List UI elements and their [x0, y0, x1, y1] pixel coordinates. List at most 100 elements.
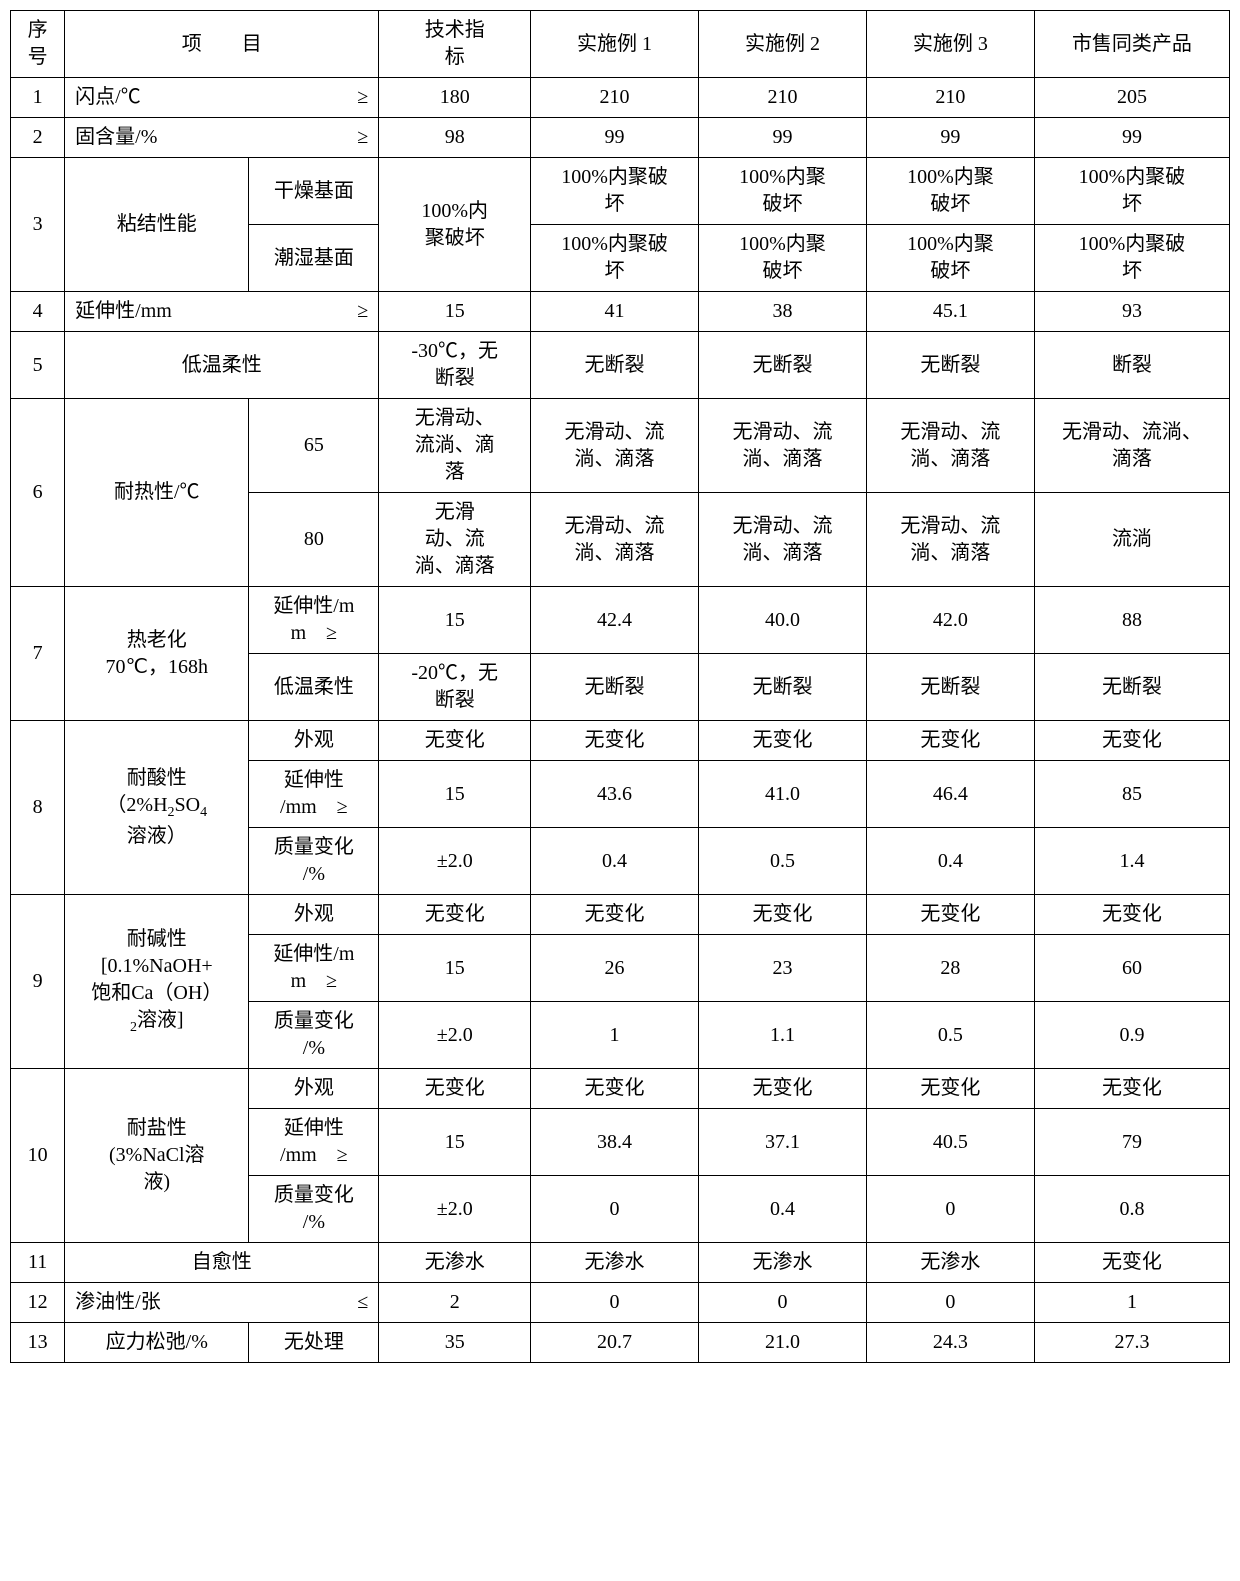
cell-market: 93 [1034, 292, 1229, 332]
cell-ex2: 无断裂 [699, 332, 867, 399]
cell-ex3: 无断裂 [866, 654, 1034, 721]
cell-spec: 无变化 [379, 721, 531, 761]
col-ex1: 实施例 1 [531, 11, 699, 78]
col-spec: 技术指标 [379, 11, 531, 78]
cell-ex3: 99 [866, 118, 1034, 158]
cell-ex3: 0.5 [866, 1002, 1034, 1069]
cell-item: 渗油性/张≤ [65, 1283, 379, 1323]
item-op: ≥ [357, 298, 368, 325]
cell-market: 85 [1034, 761, 1229, 828]
table-row: 12 渗油性/张≤ 2 0 0 0 1 [11, 1283, 1230, 1323]
cell-item: 低温柔性 [65, 332, 379, 399]
col-item: 项 目 [65, 11, 379, 78]
cell-spec: 100%内聚破坏 [379, 158, 531, 292]
cell-spec: -20℃，无断裂 [379, 654, 531, 721]
cell-sub: 延伸性/mm ≥ [249, 935, 379, 1002]
cell-sub: 80 [249, 493, 379, 587]
cell-sub: 延伸性/mm ≥ [249, 761, 379, 828]
cell-seq: 12 [11, 1283, 65, 1323]
cell-sub: 延伸性/mm ≥ [249, 1109, 379, 1176]
cell-market: 79 [1034, 1109, 1229, 1176]
table-row: 3 粘结性能 干燥基面 100%内聚破坏 100%内聚破坏 100%内聚破坏 1… [11, 158, 1230, 225]
cell-seq: 5 [11, 332, 65, 399]
cell-ex1: 无变化 [531, 1069, 699, 1109]
cell-sub: 质量变化/% [249, 828, 379, 895]
cell-ex2: 21.0 [699, 1323, 867, 1363]
cell-market: 205 [1034, 78, 1229, 118]
cell-ex1: 无滑动、流淌、滴落 [531, 399, 699, 493]
cell-market: 100%内聚破坏 [1034, 225, 1229, 292]
table-row: 11 自愈性 无渗水 无渗水 无渗水 无渗水 无变化 [11, 1243, 1230, 1283]
cell-seq: 13 [11, 1323, 65, 1363]
cell-ex3: 0 [866, 1176, 1034, 1243]
col-ex2: 实施例 2 [699, 11, 867, 78]
cell-ex3: 40.5 [866, 1109, 1034, 1176]
col-ex3: 实施例 3 [866, 11, 1034, 78]
cell-ex2: 41.0 [699, 761, 867, 828]
cell-market: 0.9 [1034, 1002, 1229, 1069]
cell-ex3: 无渗水 [866, 1243, 1034, 1283]
cell-seq: 8 [11, 721, 65, 895]
cell-ex3: 无滑动、流淌、滴落 [866, 399, 1034, 493]
cell-ex3: 24.3 [866, 1323, 1034, 1363]
cell-sub: 外观 [249, 721, 379, 761]
cell-ex1: 无断裂 [531, 332, 699, 399]
cell-ex3: 无滑动、流淌、滴落 [866, 493, 1034, 587]
cell-ex2: 无滑动、流淌、滴落 [699, 399, 867, 493]
cell-market: 无变化 [1034, 895, 1229, 935]
cell-market: 60 [1034, 935, 1229, 1002]
cell-spec: 无滑动、流淌、滴落 [379, 399, 531, 493]
cell-market: 27.3 [1034, 1323, 1229, 1363]
cell-sub: 外观 [249, 1069, 379, 1109]
cell-ex2: 40.0 [699, 587, 867, 654]
cell-ex2: 无变化 [699, 895, 867, 935]
cell-ex1: 99 [531, 118, 699, 158]
cell-seq: 6 [11, 399, 65, 587]
cell-ex1: 0.4 [531, 828, 699, 895]
cell-sub: 潮湿基面 [249, 225, 379, 292]
cell-ex2: 100%内聚破坏 [699, 158, 867, 225]
table-row: 13 应力松弛/% 无处理 35 20.7 21.0 24.3 27.3 [11, 1323, 1230, 1363]
cell-ex3: 0.4 [866, 828, 1034, 895]
cell-ex2: 210 [699, 78, 867, 118]
cell-ex1: 41 [531, 292, 699, 332]
cell-item: 粘结性能 [65, 158, 249, 292]
cell-market: 100%内聚破坏 [1034, 158, 1229, 225]
cell-item: 自愈性 [65, 1243, 379, 1283]
table-row: 8 耐酸性（2%H2SO4溶液） 外观 无变化 无变化 无变化 无变化 无变化 [11, 721, 1230, 761]
cell-ex1: 无渗水 [531, 1243, 699, 1283]
cell-spec: 15 [379, 935, 531, 1002]
cell-spec: ±2.0 [379, 1002, 531, 1069]
cell-spec: -30℃，无断裂 [379, 332, 531, 399]
cell-market: 无滑动、流淌、滴落 [1034, 399, 1229, 493]
cell-seq: 10 [11, 1069, 65, 1243]
cell-ex1: 26 [531, 935, 699, 1002]
cell-spec: 98 [379, 118, 531, 158]
table-row: 1 闪点/℃≥ 180 210 210 210 205 [11, 78, 1230, 118]
cell-ex1: 100%内聚破坏 [531, 225, 699, 292]
cell-market: 断裂 [1034, 332, 1229, 399]
cell-market: 0.8 [1034, 1176, 1229, 1243]
cell-spec: 15 [379, 761, 531, 828]
item-label: 延伸性/mm [75, 298, 172, 325]
cell-ex3: 100%内聚破坏 [866, 158, 1034, 225]
cell-ex2: 100%内聚破坏 [699, 225, 867, 292]
cell-spec: 无渗水 [379, 1243, 531, 1283]
cell-ex3: 无变化 [866, 721, 1034, 761]
cell-seq: 2 [11, 118, 65, 158]
cell-ex2: 0.5 [699, 828, 867, 895]
cell-sub: 低温柔性 [249, 654, 379, 721]
cell-ex3: 42.0 [866, 587, 1034, 654]
table-row: 7 热老化70℃，168h 延伸性/mm ≥ 15 42.4 40.0 42.0… [11, 587, 1230, 654]
cell-item: 延伸性/mm ≥ [65, 292, 379, 332]
cell-spec: 15 [379, 587, 531, 654]
cell-ex2: 无断裂 [699, 654, 867, 721]
cell-item: 固含量/%≥ [65, 118, 379, 158]
cell-ex1: 无滑动、流淌、滴落 [531, 493, 699, 587]
cell-sub: 无处理 [249, 1323, 379, 1363]
item-op: ≤ [357, 1289, 368, 1316]
cell-market: 99 [1034, 118, 1229, 158]
cell-market: 无变化 [1034, 721, 1229, 761]
cell-ex3: 46.4 [866, 761, 1034, 828]
cell-sub: 外观 [249, 895, 379, 935]
